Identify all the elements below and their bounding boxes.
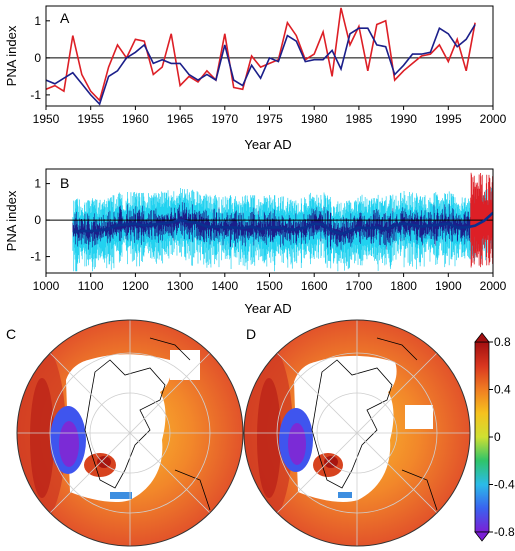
map-c-africa-coast [174,469,211,511]
a-x-tick-label: 1965 [167,112,194,126]
map-d-positive-core [324,456,338,468]
map-d-africa-coast [401,469,438,511]
map-c-positive-core [97,456,111,468]
map-d-greenland-coast [376,337,418,361]
a-x-tick-label: 1990 [390,112,417,126]
b-x-tick-label: 1000 [33,279,60,293]
map-d-pacific-core [257,378,281,498]
a-x-tick-label: 1970 [211,112,238,126]
a-x-tick-label: 1960 [122,112,149,126]
b-y-tick-label: -1 [30,250,41,264]
panel-a-series-observed [46,24,476,106]
map-d-label: D [246,326,256,342]
a-x-tick-label: 1980 [301,112,328,126]
b-x-tick-label: 1900 [435,279,462,293]
b-y-tick-label: 0 [34,213,41,227]
map-d-insignificant-patch [405,405,433,429]
colorbar-tick-label: -0.4 [494,478,515,492]
colorbar-tick-label: 0 [494,430,501,444]
map-c-greenland-coast [149,337,191,361]
b-x-tick-label: 1800 [390,279,417,293]
map-d-boundary [243,319,471,547]
map-c-southern-negative [110,492,132,499]
colorbar-tick-label: -0.8 [494,525,515,539]
a-y-tick-label: 0 [34,51,41,65]
colorbar-body [474,341,490,533]
b-x-tick-label: 1500 [256,279,283,293]
panel-b-smoothed-series [72,211,493,236]
colorbar-max-arrow [474,332,490,343]
colorbar-min-arrow [474,531,490,542]
panel-b: 1000 1100 1200 1300 1400 1500 1600 1700 1800 1900… [4,168,507,316]
a-y-tick-label: 1 [34,14,41,28]
map-c: C [6,319,244,547]
map-c-boundary [16,319,244,547]
map-c-coastline [84,359,166,489]
colorbar-tick-label: 0.4 [494,383,511,397]
panel-a: 1950 1955 1960 1965 1970 1975 1980 1985 1990 1995… [4,5,507,152]
b-x-tick-label: 1200 [122,279,149,293]
b-x-tick-label: 1600 [301,279,328,293]
a-x-tick-label: 1950 [33,112,60,126]
map-c-meridian-diagonal-2 [49,352,211,514]
a-y-tick-label: -1 [30,88,41,102]
map-c-pacific-core [30,378,54,498]
map-d-negative-core [288,423,306,465]
b-x-tick-label: 1100 [78,279,104,293]
colorbar: 0.8 0.4 0 -0.4 -0.8 [474,332,515,542]
colorbar-tick-label: 0.8 [494,335,511,349]
a-x-tick-label: 1975 [256,112,283,126]
panel-a-y-axis-label: PNA index [4,25,19,86]
a-x-tick-label: 1985 [346,112,373,126]
panel-a-series-reconstruction [46,7,476,102]
panel-a-label: A [60,10,70,26]
panel-b-label: B [60,175,69,191]
a-x-tick-label: 1955 [77,112,104,126]
b-x-tick-label: 1300 [167,279,194,293]
map-d-coastline [311,359,393,489]
map-c-negative-core [59,421,79,467]
a-x-tick-label: 2000 [480,112,507,126]
map-d: D [243,319,471,547]
b-x-tick-label: 1700 [346,279,373,293]
b-x-tick-label: 1400 [211,279,238,293]
a-x-tick-label: 1995 [435,112,462,126]
map-c-label: C [6,326,16,342]
map-d-southern-negative [338,492,352,498]
panel-b-y-axis-label: PNA index [4,190,19,251]
panel-a-x-axis-label: Year AD [244,137,291,152]
map-d-meridian-diagonal-2 [276,352,438,514]
b-x-tick-label: 2000 [480,279,507,293]
b-y-tick-label: 1 [34,177,41,191]
panel-b-x-axis-label: Year AD [244,301,291,316]
